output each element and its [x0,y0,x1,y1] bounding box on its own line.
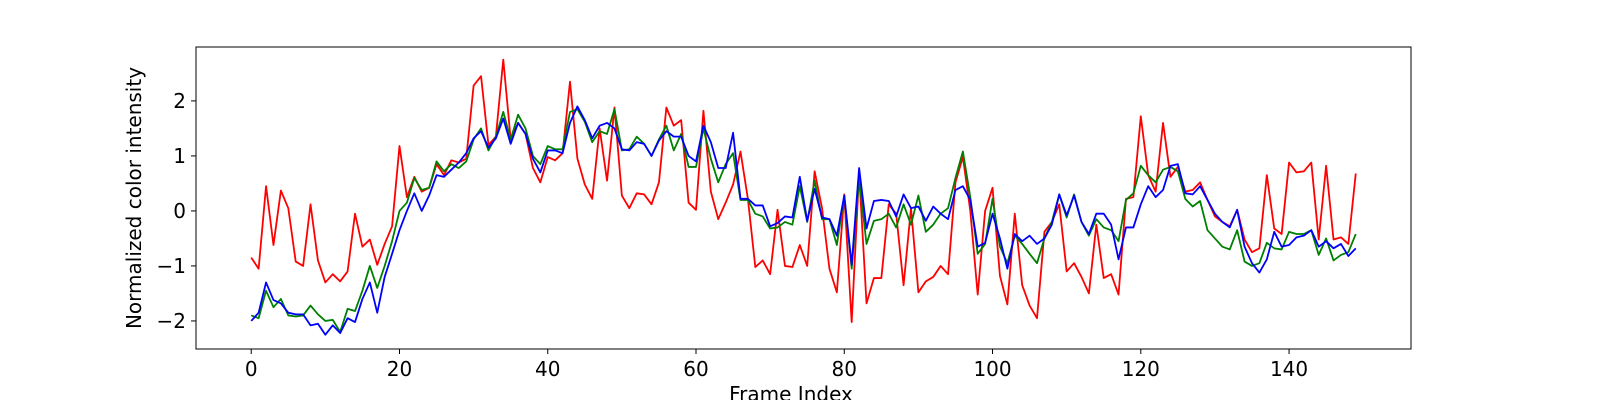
line-series [250,105,1357,336]
y-tick-label: −2 [157,309,186,333]
x-tick-label: 20 [387,357,412,381]
x-tick-label: 40 [535,357,560,381]
line-series [250,58,1357,323]
x-tick-label: 100 [973,357,1011,381]
y-tick-label: 2 [173,89,186,113]
x-axis-label: Frame Index [729,382,853,400]
x-tick-label: 140 [1270,357,1308,381]
y-tick-label: −1 [157,254,186,278]
plot-frame [195,46,1412,350]
line-series [250,108,1357,333]
x-tick-label: 80 [832,357,857,381]
y-tick-label: 0 [173,199,186,223]
x-tick-label: 60 [683,357,708,381]
y-axis-label: Normalized color intensity [122,67,146,329]
y-tick-label: 1 [173,144,186,168]
x-tick-label: 120 [1122,357,1160,381]
x-tick-label: 0 [245,357,258,381]
